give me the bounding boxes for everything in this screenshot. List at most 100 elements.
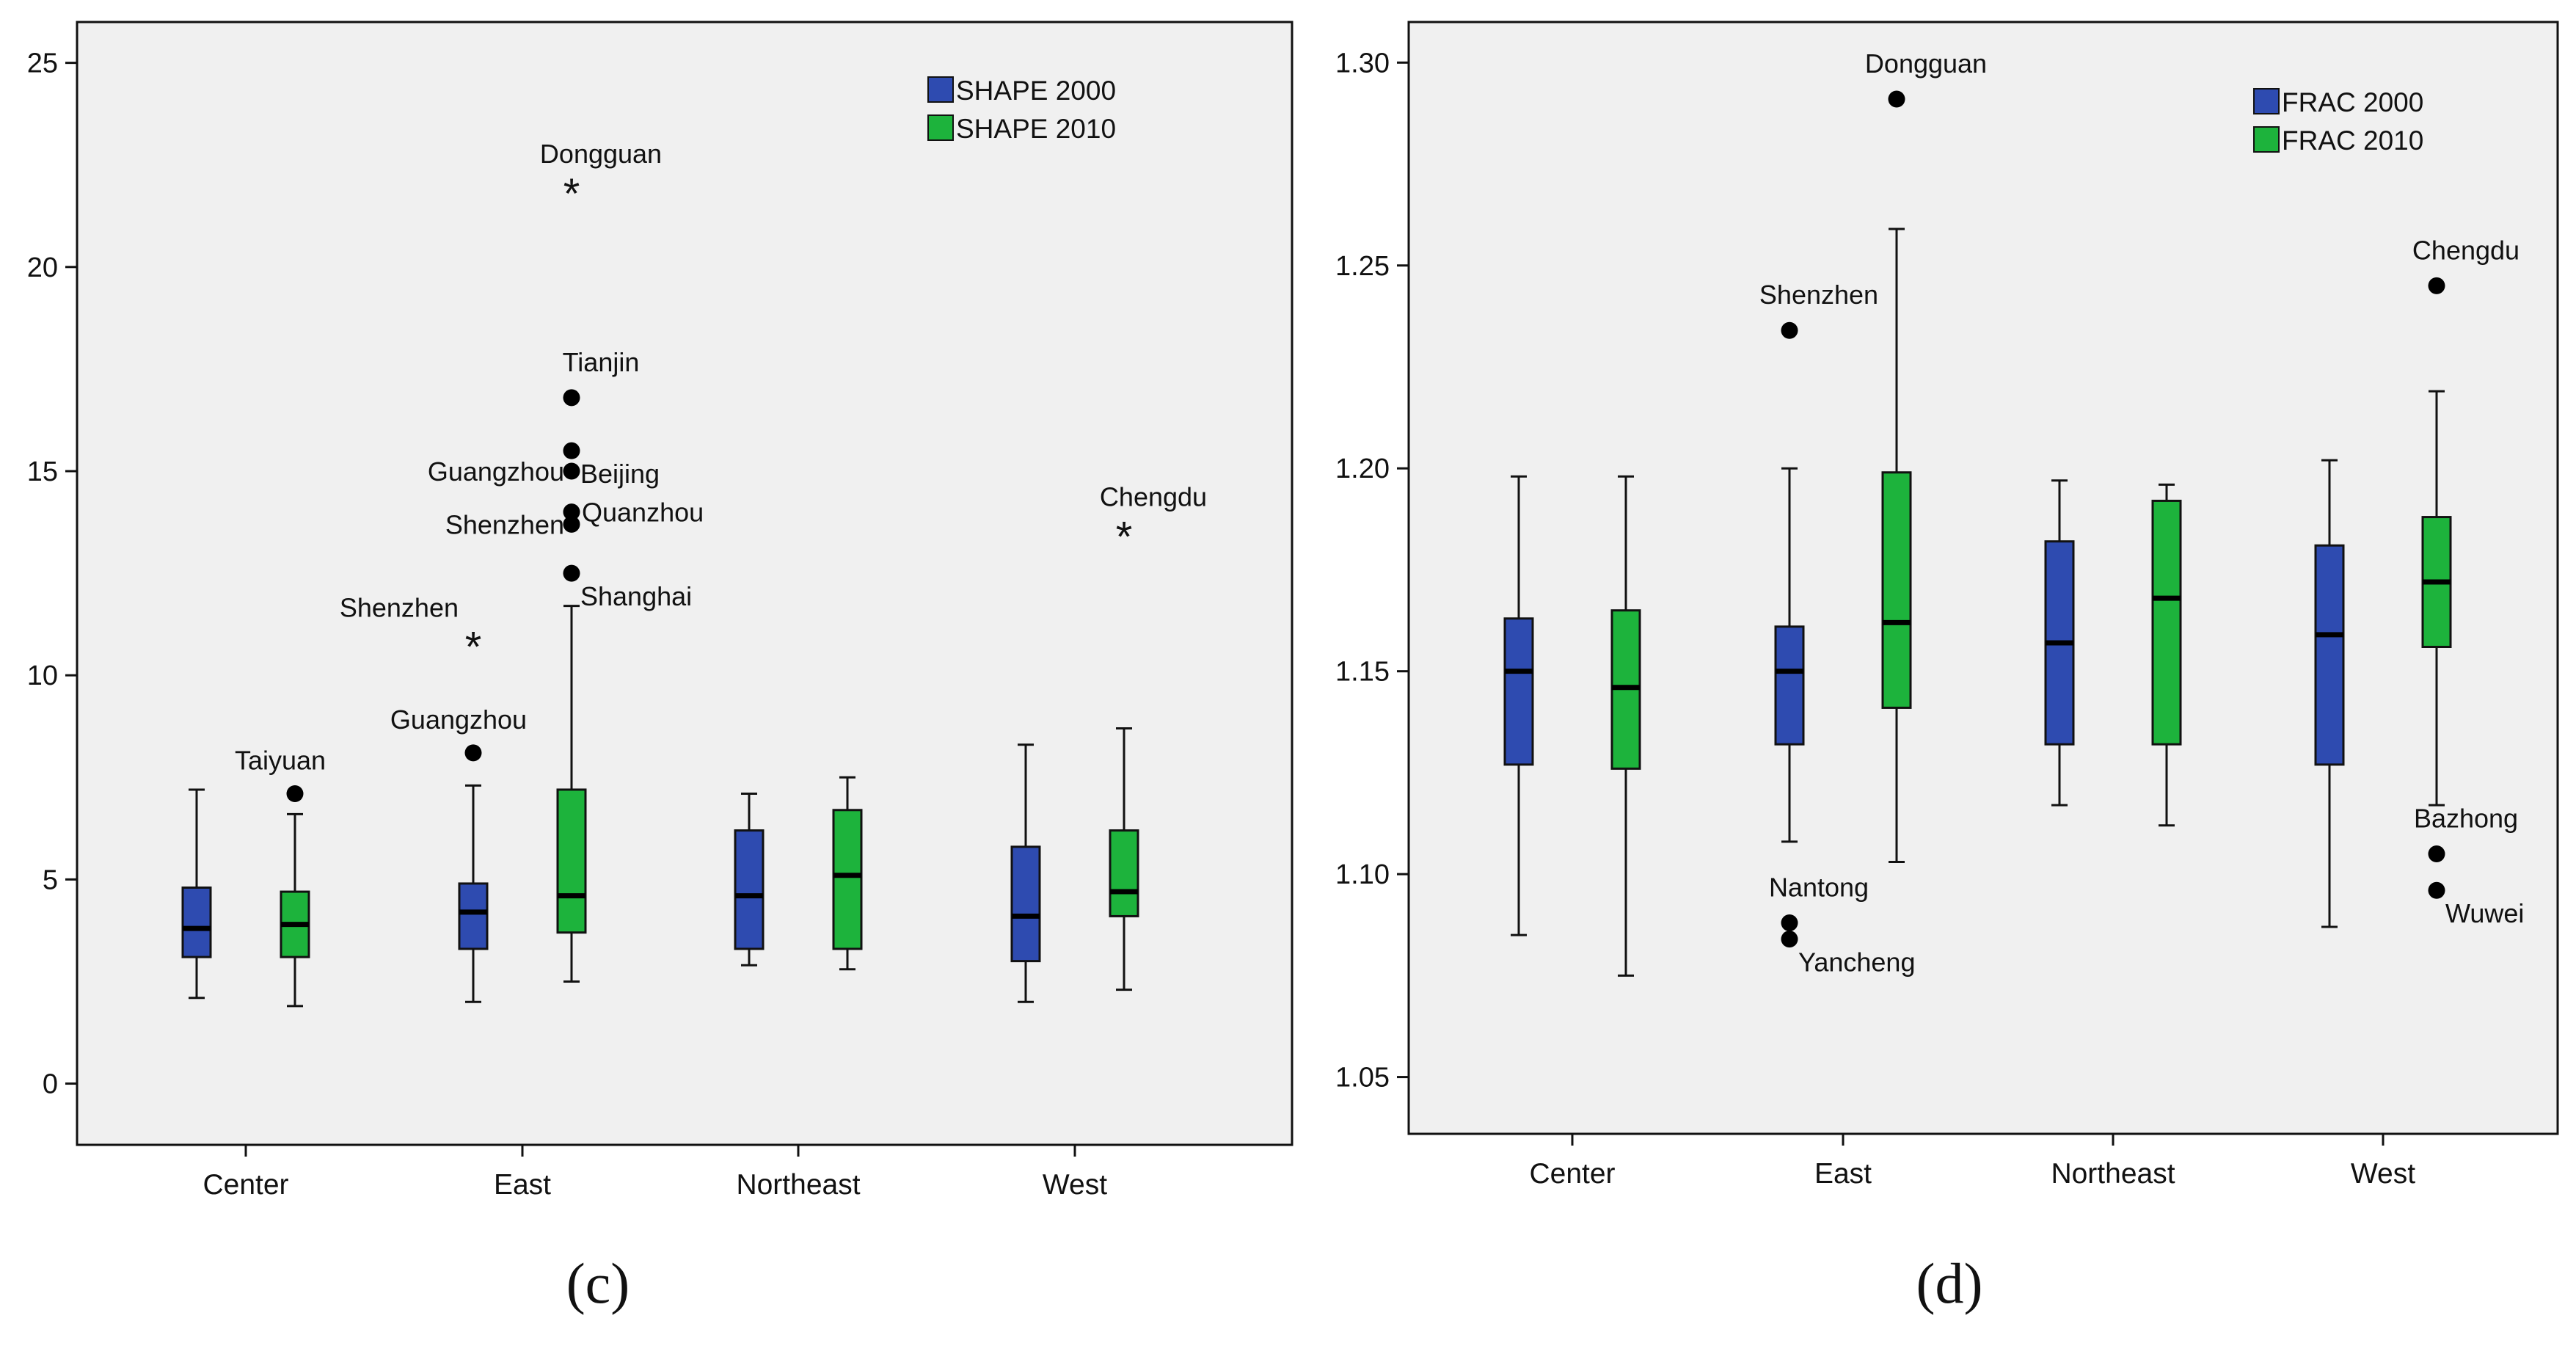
outlier-bazhong: Bazhong [2414,803,2518,862]
outlier-shenzhen: Shenzhen [1759,280,1878,339]
chart-panel-d: 1.05 1.10 1.15 1.20 1.25 1.30 Center East Northe… [1335,21,2559,1315]
outlier-label: Tianjin [563,347,640,377]
outlier-label: Bazhong [2414,803,2518,833]
x-tick-label: East [494,1169,551,1201]
outlier-label: Quanzhou [582,498,704,528]
box-east-a [1774,467,1805,843]
x-tick-label: Center [1529,1158,1615,1190]
outlier-label: Chengdu [2412,235,2520,265]
box-northeast-b [2151,483,2182,827]
outlier-label: Shenzhen [340,593,459,623]
x-tick-label: Northeast [736,1169,860,1201]
outlier-dot-marker [2428,881,2445,899]
outlier-label: Shanghai [580,581,692,611]
x-tick-label: West [1043,1169,1107,1201]
outlier-tianjin: Tianjin [563,347,640,407]
y-tick-label: 25 [27,48,58,79]
box-east-a [458,784,489,1003]
iqr-box [2151,499,2182,746]
panel-label: (c) [566,1251,630,1315]
outlier-nantong: Nantong [1769,872,1869,931]
outlier-star-marker: * [563,170,580,218]
outlier-dot-marker [1781,321,1798,339]
legend-label: SHAPE 2000 [956,76,1116,106]
box-center-b [1610,475,1641,977]
legend-swatch [2253,126,2280,153]
chart-panel-c: 0 5 10 15 20 25 Center East Northeast West Taiyuan… [27,21,1294,1315]
x-tick-label: East [1814,1158,1872,1190]
x-tick-label: West [2351,1158,2415,1190]
outlier-label: Taiyuan [235,746,326,776]
y-tick-label: 20 [27,252,58,283]
outlier-dot-marker [563,503,580,521]
legend-label: FRAC 2000 [2282,87,2423,117]
outlier-dot-marker [286,785,304,803]
outlier-guangzhou: Guangzhou [428,456,580,487]
legend-label: FRAC 2010 [2282,125,2423,156]
outlier-dot-marker [464,744,482,762]
iqr-box [1881,471,1912,709]
y-tick-label: 1.25 [1335,251,1390,282]
outlier-label: Wuwei [2445,898,2524,928]
box-northeast-b [832,776,863,971]
y-tick-label: 1.10 [1335,859,1390,890]
outlier-dot-marker [1888,90,1905,108]
outlier-label: Guangzhou [428,456,564,487]
outlier-label: Yancheng [1798,947,1915,978]
outlier-dongguan: Dongguan [1865,48,1987,108]
iqr-box [2314,544,2345,766]
y-tick-label: 0 [43,1069,58,1100]
outlier-dot-marker [563,564,580,582]
outlier-shenzhen: Shenzhen [445,509,580,539]
outlier-guangzhou: Guangzhou [390,705,527,762]
outlier-star-marker: * [1116,513,1133,561]
outlier-wuwei: Wuwei [2428,881,2524,928]
box-west-b [1109,727,1139,991]
y-tick-label: 1.20 [1335,454,1390,484]
plot-area [1407,21,2559,1135]
x-tick-label: Northeast [2051,1158,2175,1190]
outlier-beijing: Beijing [563,442,660,489]
box-east-b [556,605,587,983]
y-tick-label: 1.05 [1335,1063,1390,1093]
iqr-box [1010,845,1041,963]
y-tick-label: 1.30 [1335,48,1390,79]
iqr-box [1774,625,1805,746]
outlier-label: Shenzhen [445,509,564,539]
plot-area [76,21,1294,1146]
outlier-dot-marker [563,462,580,480]
legend-swatch [927,114,954,141]
outlier-label: Dongguan [540,139,662,169]
outlier-chengdu: Chengdu [2412,235,2520,294]
box-west-a [2314,459,2345,928]
box-west-b [2421,390,2452,807]
iqr-box [458,882,489,950]
outlier-label: Dongguan [1865,48,1987,79]
outlier-label: Shenzhen [1759,280,1878,310]
iqr-box [556,788,587,934]
box-northeast-a [734,793,765,967]
y-tick-label: 15 [27,456,58,487]
legend-label: SHAPE 2010 [956,114,1116,144]
box-center-b [280,812,310,1008]
box-west-a [1010,743,1041,1003]
outlier-label: Guangzhou [390,705,527,735]
outlier-shanghai: Shanghai [563,564,692,611]
iqr-box [1109,829,1139,917]
x-tick-label: Center [202,1169,288,1201]
outlier-quanzhou: Quanzhou [563,498,704,528]
iqr-box [832,809,863,950]
outlier-dongguan: *Dongguan [540,139,662,218]
outlier-taiyuan: Taiyuan [235,746,326,803]
y-tick-label: 1.15 [1335,657,1390,688]
legend-swatch [927,76,954,103]
box-center-a [181,788,212,1000]
outlier-dot-marker [2428,845,2445,862]
outlier-shenzhen: *Shenzhen [340,593,481,671]
box-east-b [1881,228,1912,864]
outlier-dot-marker [2428,277,2445,294]
box-center-a [1503,475,1534,936]
outlier-yancheng: Yancheng [1781,931,1915,978]
y-tick-label: 10 [27,660,58,691]
